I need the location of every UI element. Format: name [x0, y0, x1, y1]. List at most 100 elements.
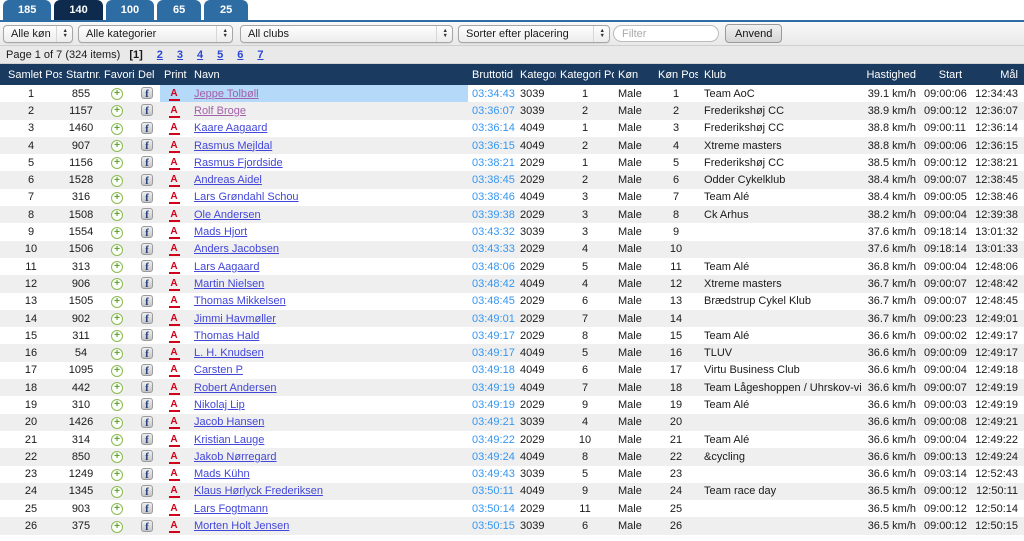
col-header-bruttotid[interactable]: Bruttotid	[468, 64, 516, 85]
gross-time-link[interactable]: 03:49:19	[472, 381, 515, 394]
gross-time-link[interactable]: 03:49:17	[472, 329, 515, 342]
add-favorite-icon[interactable]: +	[111, 364, 123, 377]
add-favorite-icon[interactable]: +	[111, 209, 123, 222]
rider-name-link[interactable]: Jacob Hansen	[194, 416, 265, 429]
pdf-print-icon[interactable]: A	[168, 104, 180, 118]
filter-input[interactable]	[613, 25, 719, 42]
gross-time-link[interactable]: 03:49:01	[472, 312, 515, 325]
col-header-startnr[interactable]: Startnr.	[62, 64, 100, 85]
pdf-print-icon[interactable]: A	[168, 226, 180, 240]
gross-time-link[interactable]: 03:49:17	[472, 347, 515, 360]
rider-name-link[interactable]: Kristian Lauge	[194, 433, 265, 446]
rider-name-link[interactable]: Carsten P	[194, 364, 243, 377]
pdf-print-icon[interactable]: A	[168, 191, 180, 205]
rider-name-link[interactable]: Nikolaj Lip	[194, 398, 245, 411]
facebook-share-icon[interactable]: f	[141, 398, 153, 411]
pagination-page-7[interactable]: 7	[257, 48, 264, 61]
add-favorite-icon[interactable]: +	[111, 295, 123, 308]
pdf-print-icon[interactable]: A	[168, 485, 180, 499]
facebook-share-icon[interactable]: f	[141, 156, 153, 169]
facebook-share-icon[interactable]: f	[141, 312, 153, 325]
add-favorite-icon[interactable]: +	[111, 416, 123, 429]
gross-time-link[interactable]: 03:39:38	[472, 208, 515, 221]
rider-name-link[interactable]: Lars Grøndahl Schou	[194, 191, 299, 204]
gross-time-link[interactable]: 03:38:45	[472, 174, 515, 187]
facebook-share-icon[interactable]: f	[141, 104, 153, 117]
facebook-share-icon[interactable]: f	[141, 363, 153, 377]
facebook-share-icon[interactable]: f	[141, 467, 153, 481]
gross-time-link[interactable]: 03:48:06	[472, 260, 515, 273]
tab-140[interactable]: 140	[54, 0, 103, 20]
rider-name-link[interactable]: Thomas Mikkelsen	[194, 295, 286, 308]
rider-name-link[interactable]: Lars Fogtmann	[194, 502, 268, 515]
facebook-share-icon[interactable]: f	[141, 190, 153, 204]
pdf-print-icon[interactable]: A	[168, 329, 180, 343]
col-header-kon[interactable]: Køn	[614, 64, 654, 85]
add-favorite-icon[interactable]: +	[111, 313, 123, 325]
add-favorite-icon[interactable]: +	[111, 399, 123, 412]
facebook-share-icon[interactable]: f	[141, 277, 153, 290]
pdf-print-icon[interactable]: A	[168, 87, 180, 101]
category-select[interactable]: Alle kategorier ▲ ▼	[78, 24, 233, 43]
rider-name-link[interactable]: Jimmi Havmøller	[194, 312, 276, 325]
pagination-page-5[interactable]: 5	[217, 48, 224, 61]
pagination-page-4[interactable]: 4	[197, 48, 204, 61]
pdf-print-icon[interactable]: A	[168, 122, 180, 136]
rider-name-link[interactable]: Mads Hjort	[194, 226, 248, 239]
pdf-print-icon[interactable]: A	[168, 520, 180, 534]
gross-time-link[interactable]: 03:43:32	[472, 226, 515, 239]
rider-name-link[interactable]: Rasmus Mejldal	[194, 139, 273, 152]
rider-name-link[interactable]: Rolf Broge	[194, 104, 246, 117]
add-favorite-icon[interactable]: +	[111, 347, 123, 360]
add-favorite-icon[interactable]: +	[111, 226, 123, 239]
add-favorite-icon[interactable]: +	[111, 105, 123, 118]
rider-name-link[interactable]: Anders Jacobsen	[194, 243, 279, 256]
pdf-print-icon[interactable]: A	[168, 139, 180, 153]
facebook-share-icon[interactable]: f	[141, 121, 153, 135]
gender-select[interactable]: Alle køn ▲ ▼	[3, 24, 73, 43]
rider-name-link[interactable]: Klaus Hørlyck Frederiksen	[194, 485, 323, 498]
facebook-share-icon[interactable]: f	[141, 294, 153, 308]
pdf-print-icon[interactable]: A	[168, 277, 180, 291]
pdf-print-icon[interactable]: A	[168, 468, 180, 482]
rider-name-link[interactable]: Thomas Hald	[194, 329, 260, 342]
col-header-klub[interactable]: Klub	[698, 64, 862, 85]
rider-name-link[interactable]: Martin Nielsen	[194, 277, 265, 290]
col-header-kategori[interactable]: Kategori	[516, 64, 556, 85]
gross-time-link[interactable]: 03:50:15	[472, 520, 515, 533]
facebook-share-icon[interactable]: f	[141, 242, 153, 256]
pdf-print-icon[interactable]: A	[168, 295, 180, 309]
rider-name-link[interactable]: Morten Holt Jensen	[194, 520, 290, 533]
rider-name-link[interactable]: Ole Andersen	[194, 208, 261, 221]
add-favorite-icon[interactable]: +	[111, 485, 123, 498]
add-favorite-icon[interactable]: +	[111, 140, 123, 153]
pagination-page-2[interactable]: 2	[156, 48, 163, 61]
rider-name-link[interactable]: Robert Andersen	[194, 381, 277, 394]
facebook-share-icon[interactable]: f	[141, 225, 153, 239]
pdf-print-icon[interactable]: A	[168, 364, 180, 378]
add-favorite-icon[interactable]: +	[111, 330, 123, 343]
gross-time-link[interactable]: 03:34:43	[472, 87, 515, 100]
gross-time-link[interactable]: 03:36:14	[472, 122, 515, 135]
rider-name-link[interactable]: Lars Aagaard	[194, 260, 260, 273]
col-header-hastighed[interactable]: Hastighed	[862, 64, 920, 85]
pdf-print-icon[interactable]: A	[168, 260, 180, 274]
rider-name-link[interactable]: Andreas Aidel	[194, 174, 262, 187]
facebook-share-icon[interactable]: f	[141, 484, 153, 498]
pdf-print-icon[interactable]: A	[168, 347, 180, 361]
facebook-share-icon[interactable]: f	[141, 139, 153, 152]
facebook-share-icon[interactable]: f	[141, 173, 153, 187]
sort-select[interactable]: Sorter efter placering ▲ ▼	[458, 24, 610, 43]
rider-name-link[interactable]: L. H. Knudsen	[194, 347, 264, 360]
col-header-kon-pos[interactable]: Køn Pos	[654, 64, 698, 85]
facebook-share-icon[interactable]: f	[141, 346, 153, 360]
gross-time-link[interactable]: 03:43:33	[472, 243, 515, 256]
facebook-share-icon[interactable]: f	[141, 329, 153, 342]
gross-time-link[interactable]: 03:36:07	[472, 104, 515, 117]
facebook-share-icon[interactable]: f	[141, 381, 153, 394]
rider-name-link[interactable]: Kaare Aagaard	[194, 122, 268, 135]
facebook-share-icon[interactable]: f	[141, 415, 153, 429]
gross-time-link[interactable]: 03:48:45	[472, 295, 515, 308]
tab-100[interactable]: 100	[105, 0, 155, 20]
col-header-print[interactable]: Print	[160, 64, 188, 85]
